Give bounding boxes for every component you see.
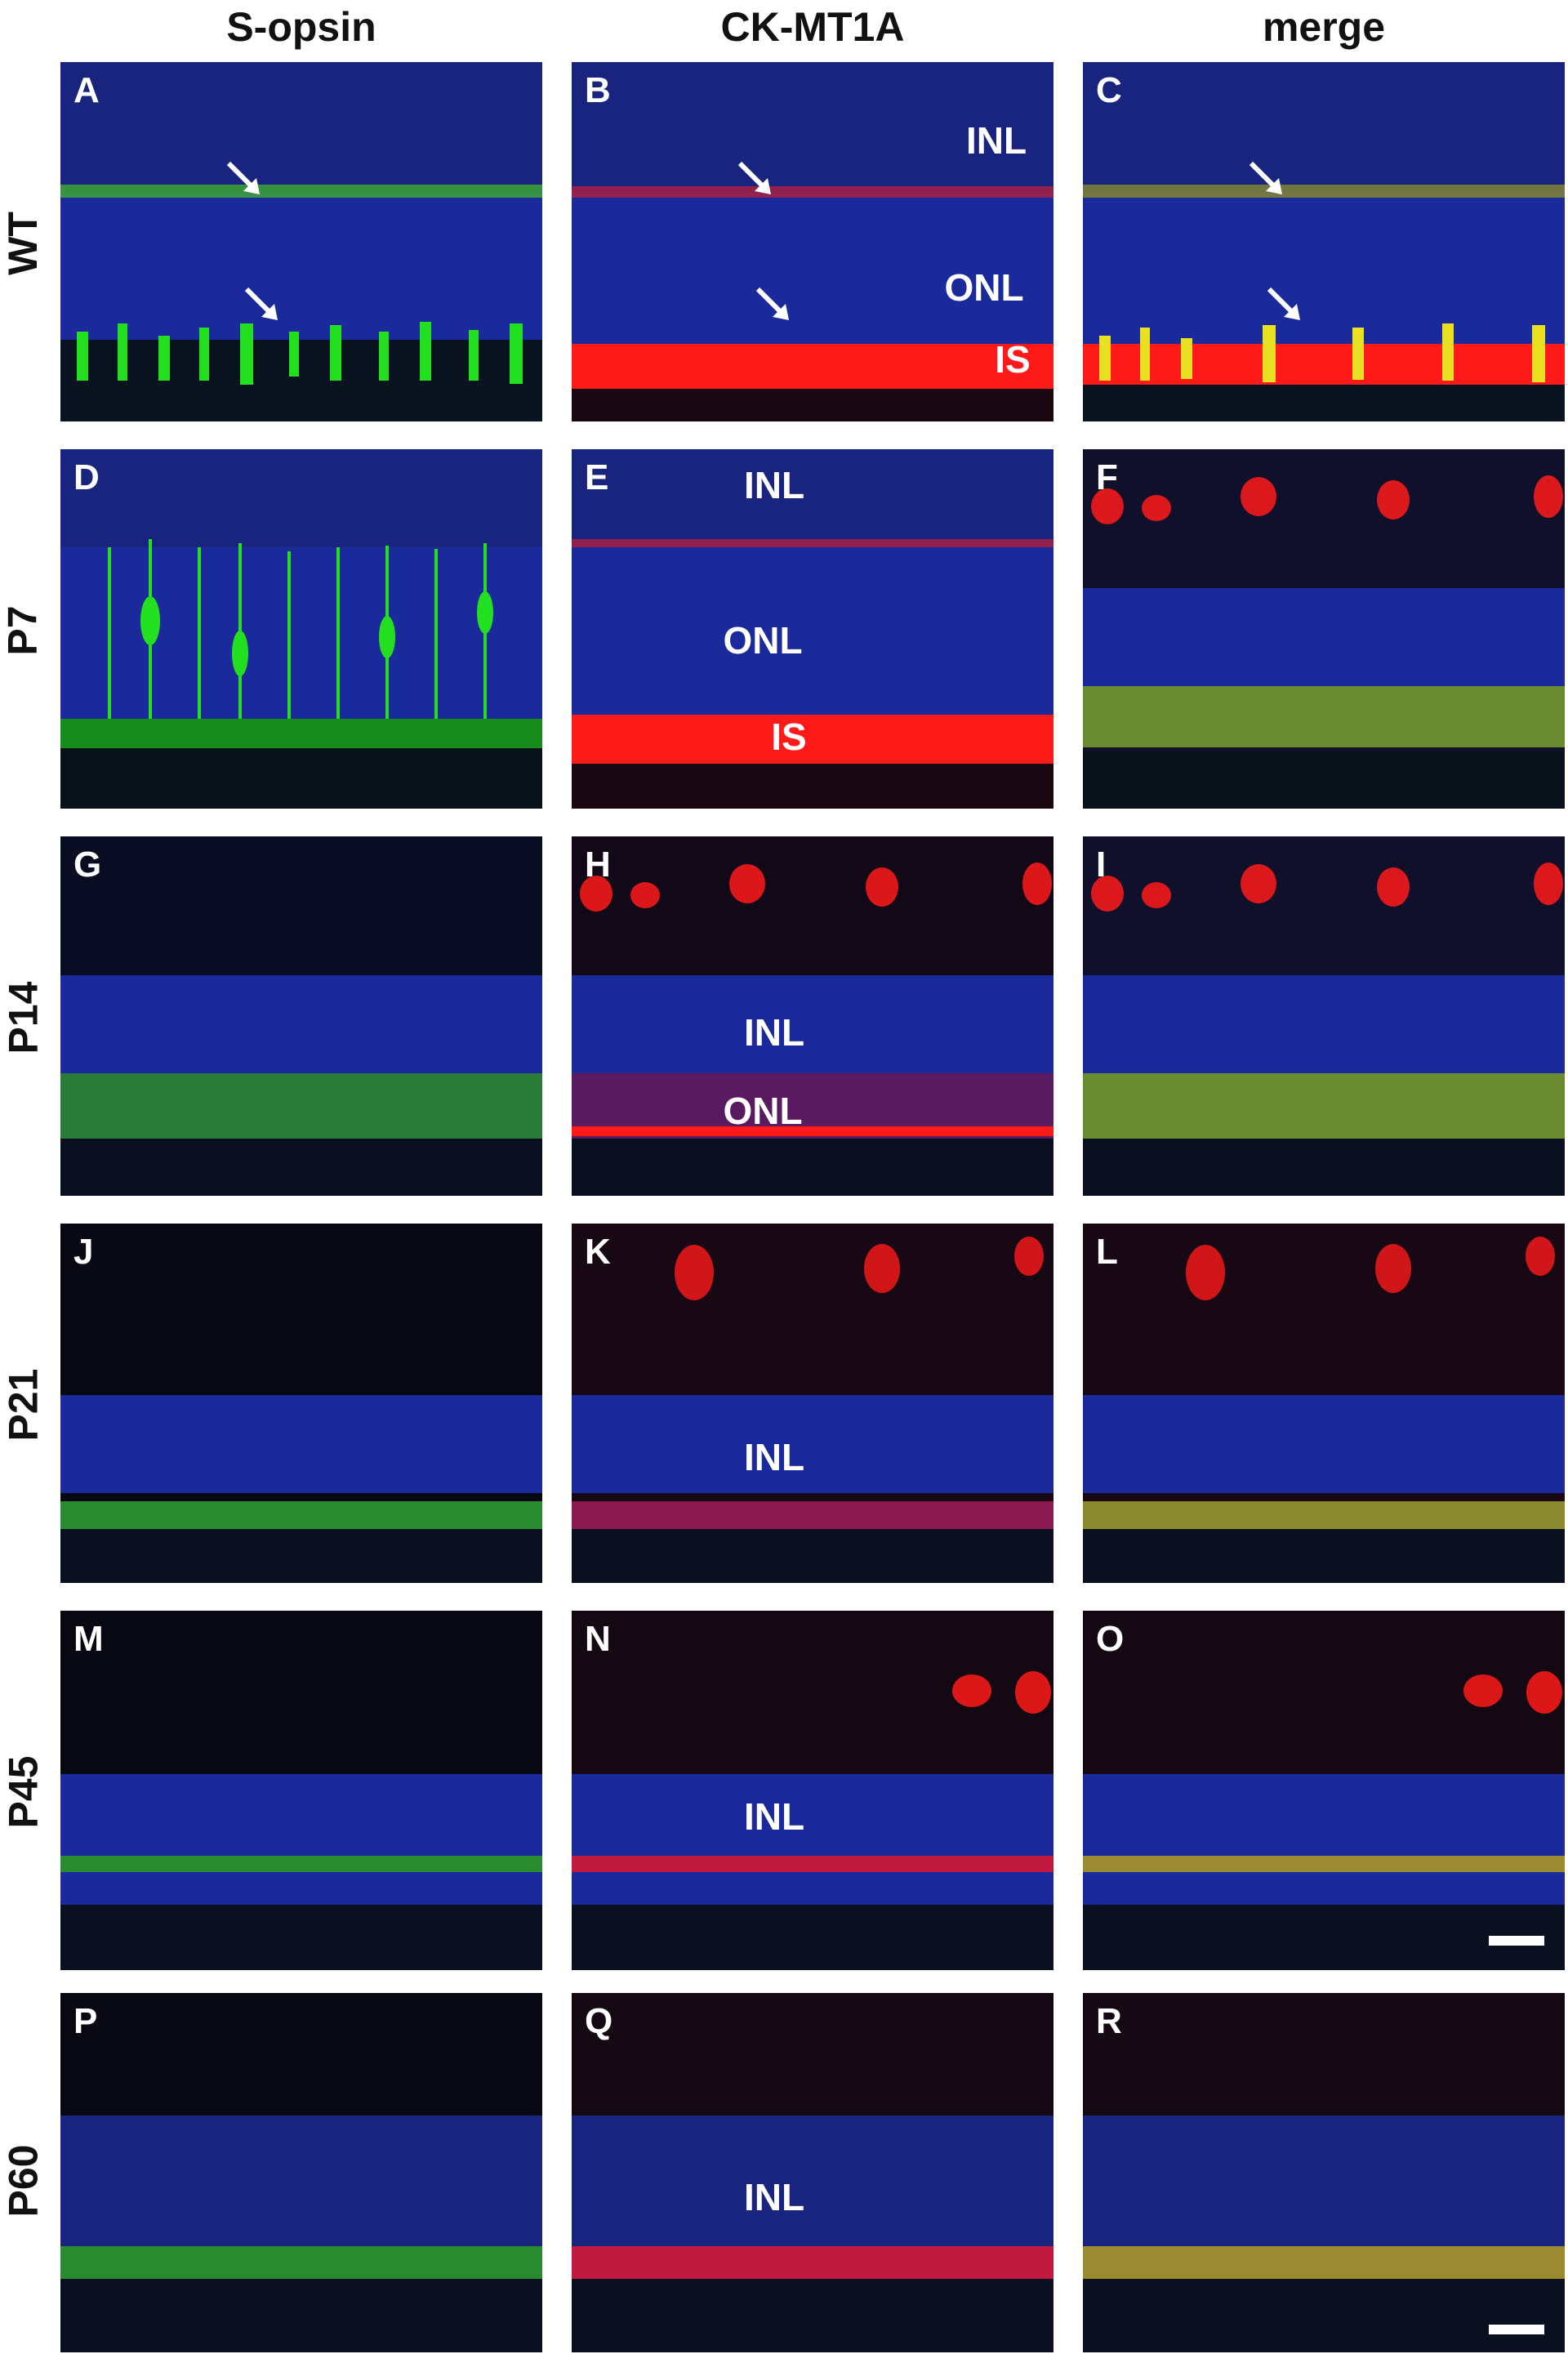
panel-h: H INL ONL — [572, 836, 1054, 1196]
row-label-p45: P45 — [0, 1755, 46, 1829]
panel-letter-j: J — [74, 1232, 94, 1272]
panel-m: M — [60, 1611, 542, 1970]
panel-e: E INL ONL IS — [572, 449, 1054, 809]
row-label-wt: WT — [0, 212, 46, 275]
panel-n: N INL — [572, 1611, 1054, 1970]
panel-r: R — [1083, 1993, 1565, 2352]
panel-letter-f: F — [1096, 457, 1118, 497]
panel-letter-b: B — [585, 70, 611, 110]
layer-label: ONL — [723, 1090, 803, 1132]
panel-k: K INL — [572, 1224, 1054, 1583]
row-label-p21: P21 — [0, 1368, 46, 1442]
layer-label: INL — [743, 1011, 805, 1054]
layer-label: INL — [743, 1436, 805, 1478]
panel-letter-k: K — [585, 1232, 611, 1272]
panel-q: Q INL — [572, 1993, 1054, 2352]
panel-letter-d: D — [74, 457, 100, 497]
panel-letter-r: R — [1096, 2001, 1122, 2041]
layer-label: INL — [965, 119, 1027, 162]
panel-letter-i: I — [1096, 845, 1107, 885]
layer-label: IS — [771, 716, 807, 758]
panel-o: O — [1083, 1611, 1565, 1970]
layer-label: ONL — [723, 619, 803, 662]
scale-bar — [1489, 1936, 1544, 1946]
layer-label: INL — [743, 1795, 805, 1838]
panel-c: C — [1083, 62, 1565, 421]
panel-letter-h: H — [585, 845, 611, 885]
scale-bar — [1489, 2325, 1544, 2334]
panel-letter-p: P — [74, 2001, 98, 2041]
panel-g: G — [60, 836, 542, 1196]
row-label-p7: P7 — [0, 605, 46, 656]
panel-letter-l: L — [1096, 1232, 1118, 1272]
column-header-merge: merge — [1262, 4, 1386, 50]
panel-l: L — [1083, 1224, 1565, 1583]
panel-letter-q: Q — [585, 2001, 613, 2041]
panel-letter-a: A — [74, 70, 100, 110]
panel-letter-m: M — [74, 1619, 104, 1659]
panel-letter-o: O — [1096, 1619, 1125, 1659]
panel-i: I — [1083, 836, 1565, 1196]
panel-d: D — [60, 449, 542, 809]
panel-letter-c: C — [1096, 70, 1122, 110]
layer-label: INL — [743, 464, 805, 506]
panel-p: P — [60, 1993, 542, 2352]
panel-f: F — [1083, 449, 1565, 809]
panel-b: B INL ONL IS — [572, 62, 1054, 421]
row-label-p14: P14 — [0, 981, 46, 1054]
panel-letter-n: N — [585, 1619, 611, 1659]
panel-j: J — [60, 1224, 542, 1583]
layer-label: ONL — [944, 266, 1024, 309]
panel-a: A — [60, 62, 542, 421]
column-header-s-opsin: S-opsin — [226, 4, 376, 50]
column-header-ck-mt1a: CK-MT1A — [720, 4, 905, 50]
panel-letter-e: E — [585, 457, 609, 497]
layer-label: IS — [995, 338, 1031, 381]
panel-letter-g: G — [74, 845, 102, 885]
layer-label: INL — [743, 2176, 805, 2218]
row-label-p60: P60 — [0, 2144, 46, 2218]
